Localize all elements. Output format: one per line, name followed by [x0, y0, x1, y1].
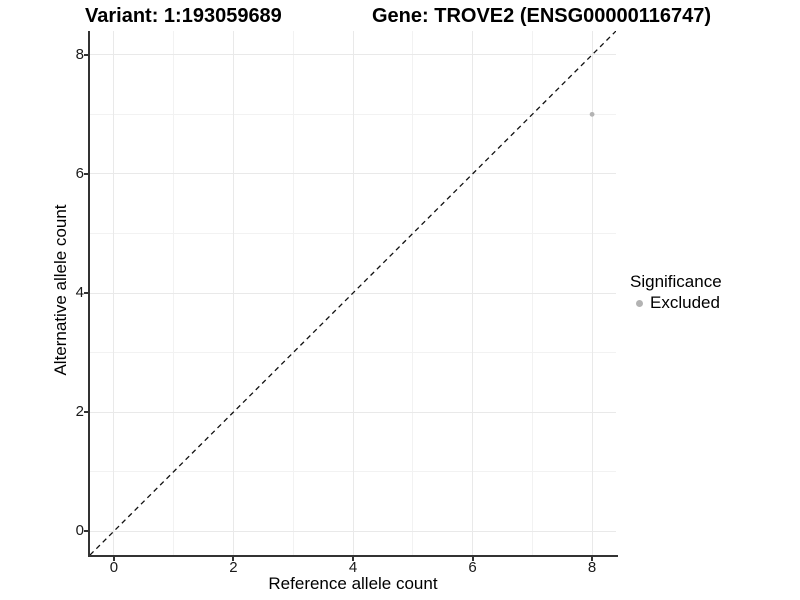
identity-dashed-line: [90, 31, 616, 555]
x-tick: [591, 557, 594, 561]
legend: Significance Excluded: [630, 272, 722, 312]
y-tick: [84, 53, 88, 56]
y-tick-label: 4: [75, 284, 84, 301]
x-axis-title: Reference allele count: [268, 574, 438, 593]
x-tick: [112, 557, 115, 561]
gene-title: Gene: TROVE2 (ENSG00000116747): [372, 5, 712, 27]
y-tick: [84, 411, 88, 414]
legend-title: Significance: [630, 272, 722, 291]
y-tick: [84, 172, 88, 175]
y-tick-label: 0: [75, 522, 84, 540]
x-tick-label: 4: [348, 559, 358, 576]
x-tick: [352, 557, 354, 561]
data-point: [589, 111, 595, 117]
x-tick: [471, 557, 474, 561]
x-tick: [232, 557, 235, 561]
plot-panel: [90, 31, 616, 555]
legend-point-icon: [635, 299, 643, 307]
y-tick-label: 2: [75, 403, 84, 421]
y-major-gridline: [90, 530, 616, 532]
panel-canvas: [90, 31, 616, 555]
y-tick-label: 6: [75, 164, 84, 182]
y-tick: [84, 530, 88, 533]
legend-key: [628, 294, 650, 312]
x-tick-label: 2: [229, 559, 238, 576]
y-axis-line: [88, 31, 90, 557]
legend-item-label: Excluded: [650, 293, 720, 312]
y-major-gridline: [90, 173, 616, 175]
y-tick-label: 8: [75, 45, 84, 63]
y-tick: [84, 292, 88, 294]
variant-title: Variant: 1:193059689: [85, 5, 282, 27]
x-tick-label: 6: [468, 559, 477, 576]
x-tick-label: 8: [587, 559, 597, 576]
legend-item-excluded: Excluded: [630, 294, 722, 312]
x-tick-label: 0: [109, 559, 119, 576]
y-axis-title: Alternative allele count: [51, 204, 70, 376]
y-major-gridline: [90, 411, 616, 413]
y-major-gridline: [90, 54, 616, 56]
x-axis-line: [88, 555, 618, 557]
